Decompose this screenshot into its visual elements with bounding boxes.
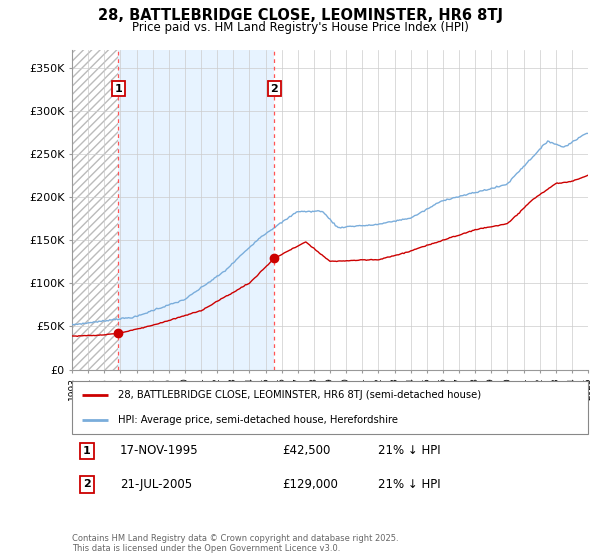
Text: £42,500: £42,500 bbox=[282, 444, 331, 458]
Text: 17-NOV-1995: 17-NOV-1995 bbox=[120, 444, 199, 458]
Text: 21-JUL-2005: 21-JUL-2005 bbox=[120, 478, 192, 491]
Text: 21% ↓ HPI: 21% ↓ HPI bbox=[378, 478, 440, 491]
Text: HPI: Average price, semi-detached house, Herefordshire: HPI: Average price, semi-detached house,… bbox=[118, 414, 398, 424]
Text: 2: 2 bbox=[271, 83, 278, 94]
Bar bbox=[72, 50, 118, 370]
Text: 1: 1 bbox=[115, 83, 122, 94]
Text: 21% ↓ HPI: 21% ↓ HPI bbox=[378, 444, 440, 458]
Text: 28, BATTLEBRIDGE CLOSE, LEOMINSTER, HR6 8TJ (semi-detached house): 28, BATTLEBRIDGE CLOSE, LEOMINSTER, HR6 … bbox=[118, 390, 482, 400]
Text: 28, BATTLEBRIDGE CLOSE, LEOMINSTER, HR6 8TJ: 28, BATTLEBRIDGE CLOSE, LEOMINSTER, HR6 … bbox=[97, 8, 503, 24]
Text: 2: 2 bbox=[83, 479, 91, 489]
Text: Contains HM Land Registry data © Crown copyright and database right 2025.
This d: Contains HM Land Registry data © Crown c… bbox=[72, 534, 398, 553]
Text: £129,000: £129,000 bbox=[282, 478, 338, 491]
Bar bbox=[118, 50, 274, 370]
Text: Price paid vs. HM Land Registry's House Price Index (HPI): Price paid vs. HM Land Registry's House … bbox=[131, 21, 469, 34]
Text: 1: 1 bbox=[83, 446, 91, 456]
